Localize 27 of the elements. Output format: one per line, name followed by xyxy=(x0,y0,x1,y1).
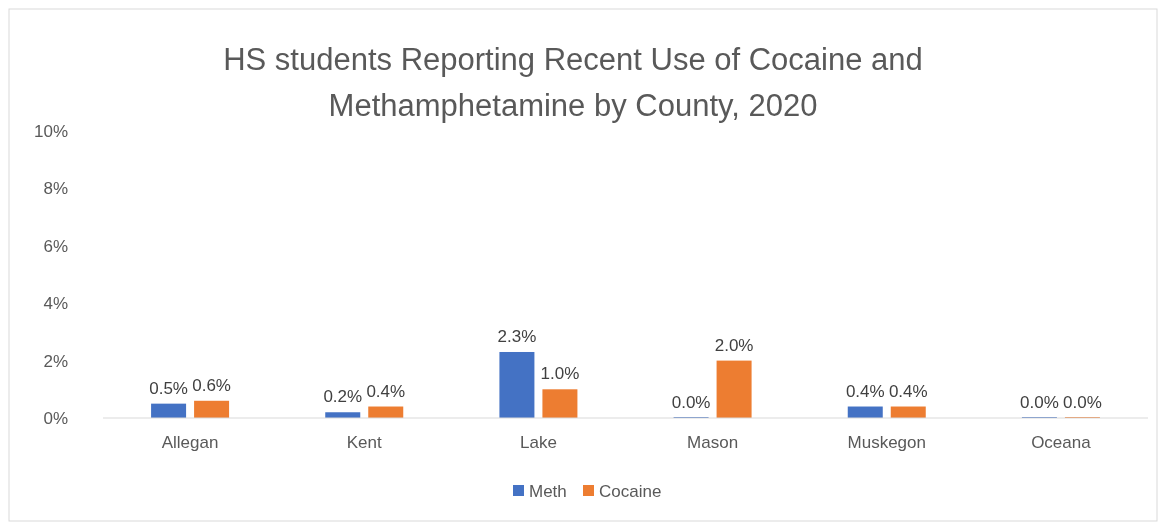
x-tick-label: Allegan xyxy=(161,433,219,452)
y-tick-label: 8% xyxy=(43,179,68,199)
x-tick-label: Lake xyxy=(519,433,557,452)
data-label: 0.5% xyxy=(149,378,188,398)
data-label: 0.6% xyxy=(192,375,231,395)
data-label: 0.4% xyxy=(888,381,928,401)
x-tick-label: Oceana xyxy=(1031,433,1092,452)
x-tick-label: Mason xyxy=(687,433,739,452)
legend-label: Meth xyxy=(529,482,567,501)
y-tick-label: 0% xyxy=(43,409,68,428)
y-tick-label: 4% xyxy=(43,294,68,314)
legend-label: Cocaine xyxy=(599,482,662,501)
data-label: 2.3% xyxy=(497,326,537,346)
data-label: 0.0% xyxy=(1063,393,1102,412)
x-tick-label: Muskegon xyxy=(847,433,926,452)
data-label: 0.0% xyxy=(1020,393,1059,412)
x-tick-label: Kent xyxy=(346,433,383,452)
data-label: 0.4% xyxy=(845,381,885,401)
y-tick-label: 6% xyxy=(43,236,68,256)
y-tick-label: 10% xyxy=(33,122,68,141)
y-tick-label: 2% xyxy=(43,351,68,371)
data-label: 0.0% xyxy=(671,393,711,412)
data-label: 0.4% xyxy=(366,381,406,401)
data-label: 2.0% xyxy=(714,335,754,355)
chart-title: HS students Reporting Recent Use of Cocaine and Methamphetamine by County, 2020 xyxy=(223,42,923,123)
data-label: 0.2% xyxy=(323,387,363,407)
data-label: 1.0% xyxy=(540,364,580,384)
